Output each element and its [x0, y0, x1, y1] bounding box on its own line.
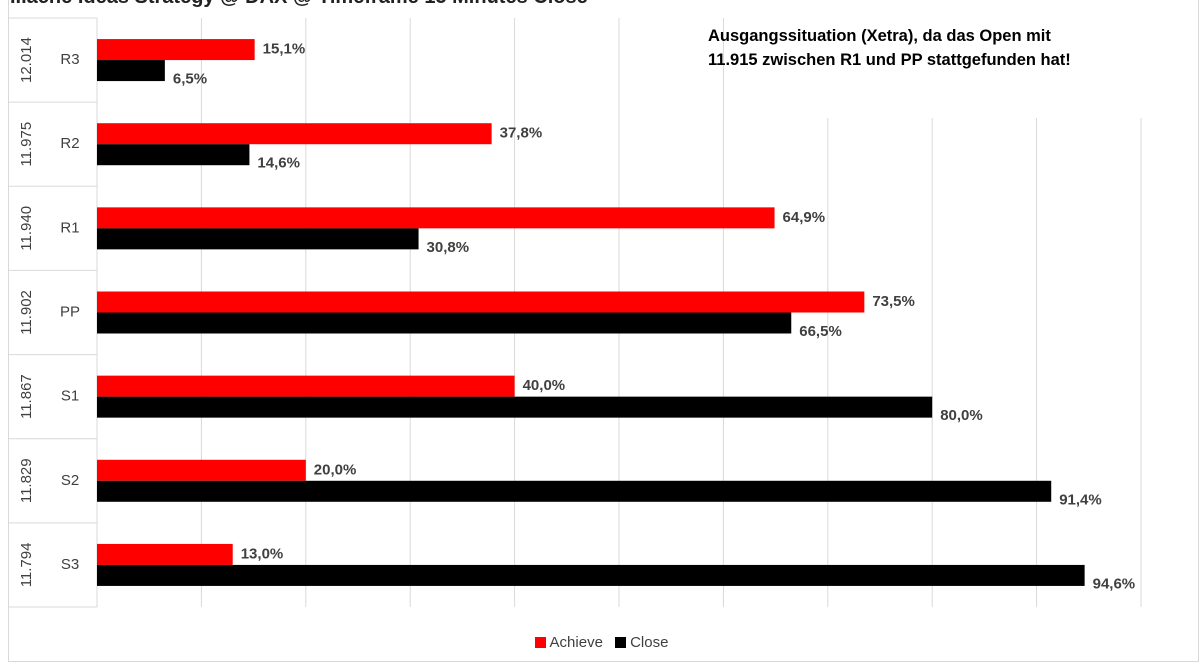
category-level-label: 11.975 — [18, 122, 35, 167]
category-label: R3 — [60, 51, 79, 68]
data-label-achieve: 64,9% — [783, 209, 826, 226]
category-level-label: 11.867 — [18, 374, 35, 419]
bar-achieve — [97, 39, 255, 61]
data-label-achieve: 15,1% — [263, 41, 306, 58]
category-level-label: 11.902 — [18, 290, 35, 335]
data-label-close: 80,0% — [940, 407, 983, 424]
legend-swatch-close — [615, 637, 627, 648]
category-level-label: 12.014 — [18, 37, 35, 83]
legend-item-achieve: Achieve — [534, 634, 603, 651]
data-label-achieve: 20,0% — [314, 461, 357, 478]
category-level-label: 11.829 — [18, 458, 35, 503]
legend: Achieve Close — [0, 634, 1203, 652]
bar-achieve — [97, 207, 775, 229]
bar-close — [97, 564, 1085, 586]
data-label-achieve: 37,8% — [500, 125, 543, 142]
category-label: S2 — [61, 472, 79, 489]
data-label-close: 94,6% — [1093, 575, 1136, 592]
bar-achieve — [97, 375, 515, 397]
data-label-achieve: 40,0% — [523, 377, 566, 394]
chart-frame — [8, 0, 1199, 662]
data-label-achieve: 13,0% — [241, 545, 284, 562]
legend-swatch-achieve — [534, 637, 546, 648]
chart-title-fragment: ...ache Ideas Strategy @ DAX @ Timeframe… — [10, 0, 588, 9]
data-label-close: 91,4% — [1059, 491, 1102, 508]
data-label-close: 66,5% — [799, 323, 842, 340]
annotation-line-2: 11.915 zwischen R1 und PP stattgefunden … — [708, 51, 1071, 69]
bar-achieve — [97, 459, 306, 481]
data-label-close: 14,6% — [257, 155, 300, 172]
bar-achieve — [97, 123, 492, 145]
bar-close — [97, 312, 792, 334]
legend-label-achieve: Achieve — [549, 634, 603, 651]
data-label-close: 6,5% — [173, 71, 207, 88]
category-label: S3 — [61, 556, 79, 573]
annotation-box: Ausgangssituation (Xetra), da das Open m… — [708, 24, 1178, 72]
category-label: S1 — [61, 388, 79, 405]
data-label-achieve: 73,5% — [872, 293, 915, 310]
category-label: PP — [60, 303, 80, 320]
bar-close — [97, 60, 165, 82]
bar-close — [97, 396, 933, 418]
data-label-close: 30,8% — [427, 239, 470, 256]
bar-close — [97, 228, 419, 250]
bar-close — [97, 480, 1052, 502]
legend-item-close: Close — [615, 634, 668, 651]
category-label: R1 — [60, 219, 79, 236]
category-label: R2 — [60, 135, 79, 152]
category-level-label: 11.794 — [18, 543, 35, 588]
legend-label-close: Close — [630, 634, 669, 651]
bar-close — [97, 144, 250, 166]
category-level-label: 11.940 — [18, 206, 35, 251]
bar-achieve — [97, 291, 865, 313]
annotation-line-1: Ausgangssituation (Xetra), da das Open m… — [708, 27, 1051, 45]
bar-achieve — [97, 543, 233, 565]
